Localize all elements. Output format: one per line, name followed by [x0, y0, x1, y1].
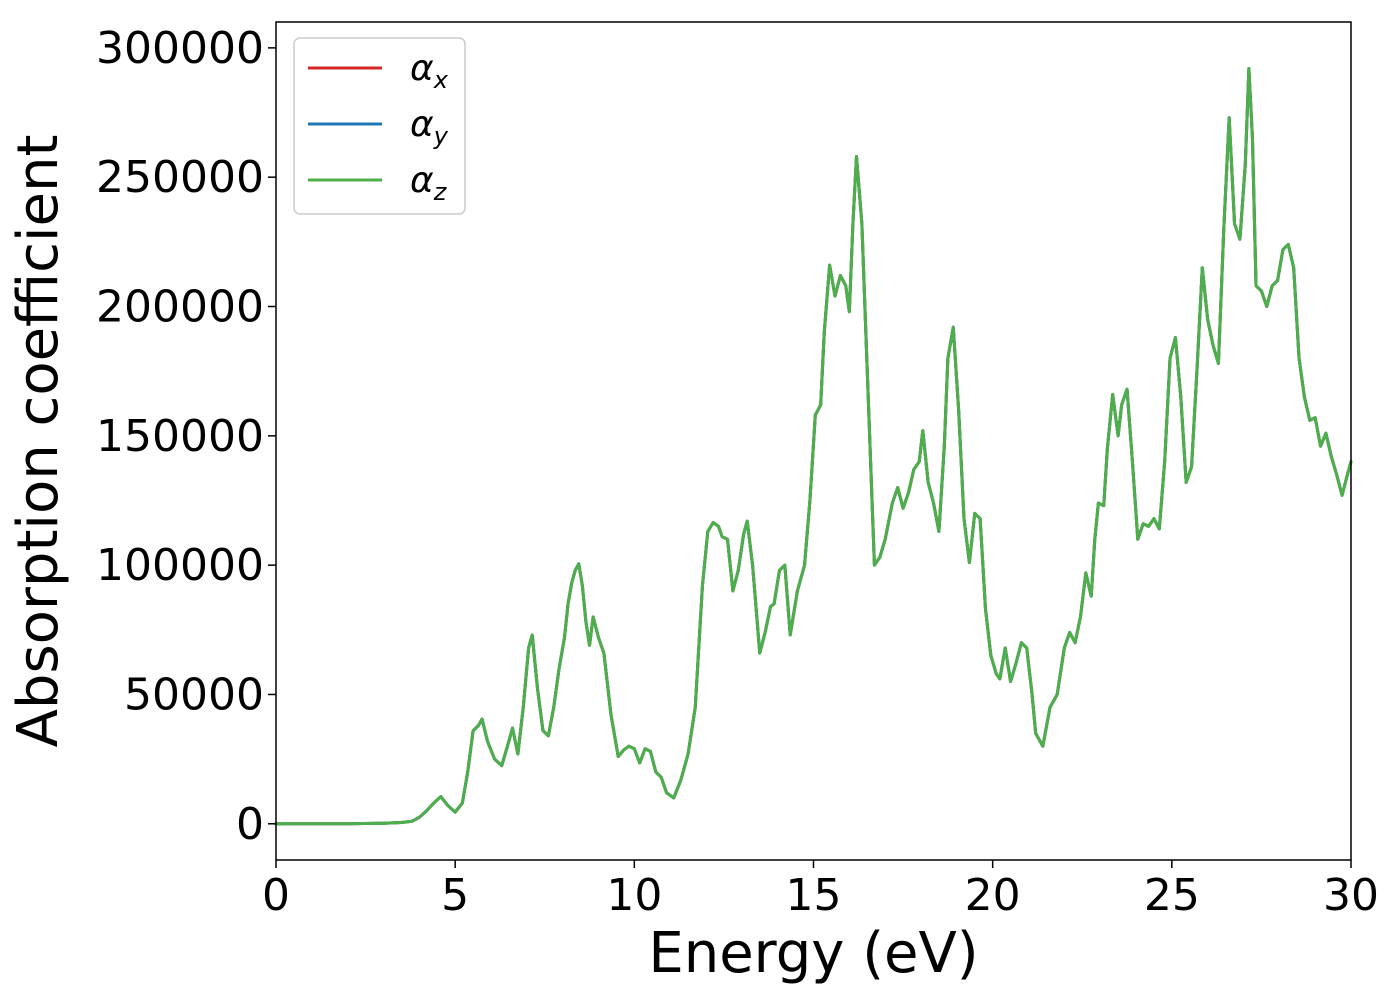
y-tick-label: 50000 — [124, 669, 264, 720]
y-tick-label: 100000 — [96, 540, 264, 591]
y-tick-label: 200000 — [96, 282, 264, 333]
x-tick-label: 20 — [965, 870, 1021, 921]
x-tick-label: 30 — [1323, 870, 1379, 921]
legend-box — [293, 37, 466, 215]
legend-label-z: αz — [410, 160, 448, 206]
y-axis-label: Absorption coefficient — [6, 135, 71, 748]
axes-layer: 0 5 10 15 20 25 30 0 50000 100000 150000 200000 2500… — [96, 21, 1379, 921]
x-tick-label: 0 — [262, 870, 290, 921]
legend-label-x: αx — [410, 48, 449, 94]
y-tick-label: 300000 — [96, 23, 264, 74]
legend: αx αy αz — [293, 37, 466, 215]
series-layer — [274, 67, 1353, 826]
legend-label-y: αy — [410, 104, 449, 150]
x-tick-label: 5 — [441, 870, 469, 921]
y-tick-label: 0 — [236, 799, 264, 850]
x-axis-label: Energy (eV) — [648, 921, 978, 986]
y-tick-label: 250000 — [96, 152, 264, 203]
series-line-z — [274, 67, 1353, 826]
x-tick-label: 25 — [1144, 870, 1200, 921]
x-tick-label: 10 — [606, 870, 662, 921]
y-tick-label: 150000 — [96, 411, 264, 462]
x-tick-label: 15 — [786, 870, 842, 921]
